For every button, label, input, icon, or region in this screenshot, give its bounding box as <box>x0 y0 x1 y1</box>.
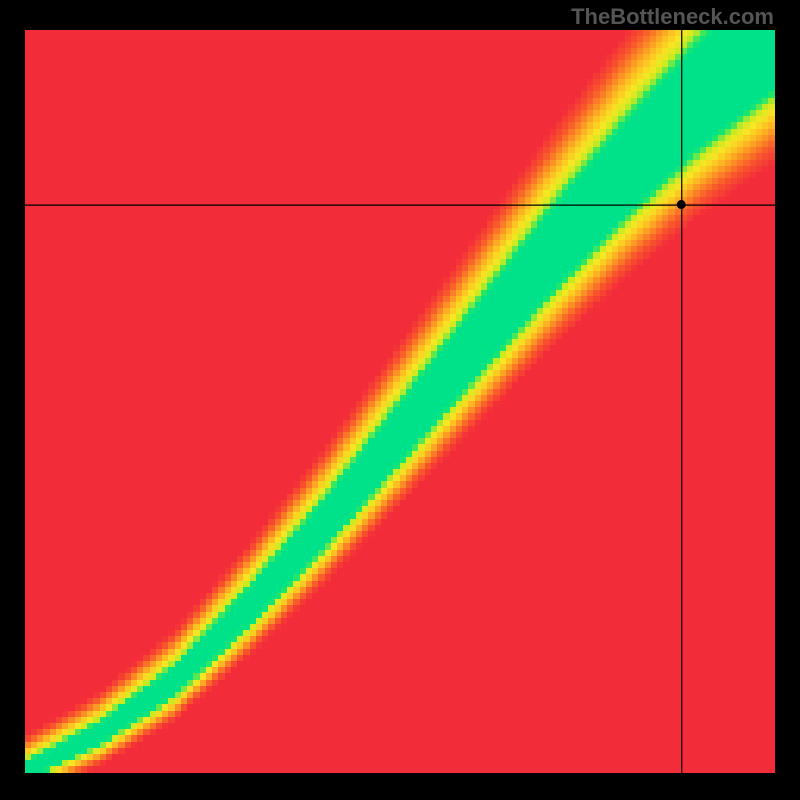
watermark-text: TheBottleneck.com <box>571 4 774 30</box>
chart-container: TheBottleneck.com <box>0 0 800 800</box>
heatmap-canvas <box>25 30 775 773</box>
heatmap-plot <box>25 30 775 773</box>
